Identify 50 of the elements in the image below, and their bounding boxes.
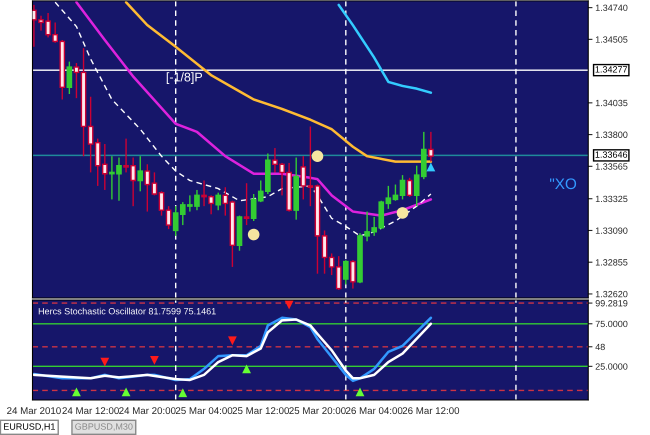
x-tick-label: 24 Mar 2010 [7, 407, 61, 414]
candlestick [428, 131, 434, 162]
point [72, 388, 81, 396]
candlestick [350, 259, 356, 290]
y-tick-label: 99.2819 [596, 300, 628, 306]
y-tick-label: 75.0000 [596, 320, 628, 328]
point [122, 388, 130, 396]
line-series [337, 4, 432, 94]
y-tick-label: 1.34035 [596, 100, 628, 106]
point [100, 358, 110, 366]
candlestick [137, 155, 144, 192]
text: Hercs Stochastic Oscillator 81.7599 75.1461 [38, 308, 216, 314]
candlestick [66, 60, 72, 95]
y-tick-label: 1.34505 [596, 36, 628, 43]
ref-line-label: 1.33646 [596, 151, 628, 158]
candlestick [342, 259, 349, 286]
y-tick-label: 1.32620 [596, 290, 628, 298]
candlestick [406, 177, 412, 198]
point [426, 162, 436, 172]
ref-line-label: 1.34277 [596, 66, 628, 73]
text: EURUSD,H1 [4, 423, 55, 431]
annotation: [-1/8]P [166, 72, 202, 84]
x-tick-label: 26 Mar 12:00 [402, 407, 460, 414]
x-tick-label: 24 Mar 20:00 [119, 407, 176, 414]
y-tick-label: 1.32855 [596, 259, 628, 266]
point [248, 228, 260, 240]
x-tick-label: 25 Mar 20:00 [289, 407, 346, 414]
text: GBPUSD,M30 [75, 423, 133, 431]
x-tick-label: 25 Mar 12:00 [232, 407, 290, 414]
y-tick-label: 1.33090 [596, 227, 628, 234]
point [228, 336, 237, 346]
point [178, 388, 188, 398]
y-tick-label: 1.34740 [596, 4, 628, 11]
point [396, 207, 408, 219]
annotation: "XO [550, 178, 576, 190]
y-tick-label: 25.0000 [596, 363, 628, 370]
x-tick-label: 25 Mar 04:00 [176, 407, 232, 414]
x-tick-label: 24 Mar 12:00 [62, 407, 119, 414]
candlestick [215, 192, 222, 211]
x-tick-label: 26 Mar 04:00 [346, 407, 402, 414]
y-tick-label: 1.33800 [596, 132, 628, 138]
y-tick-label: 1.33565 [596, 163, 628, 170]
point [284, 300, 294, 310]
point [312, 150, 324, 162]
point [242, 364, 251, 374]
point [356, 388, 364, 396]
y-tick-label: 1.33325 [596, 196, 628, 202]
point [150, 356, 159, 365]
y-tick-label: 48 [595, 344, 605, 350]
candlestick [244, 182, 250, 226]
